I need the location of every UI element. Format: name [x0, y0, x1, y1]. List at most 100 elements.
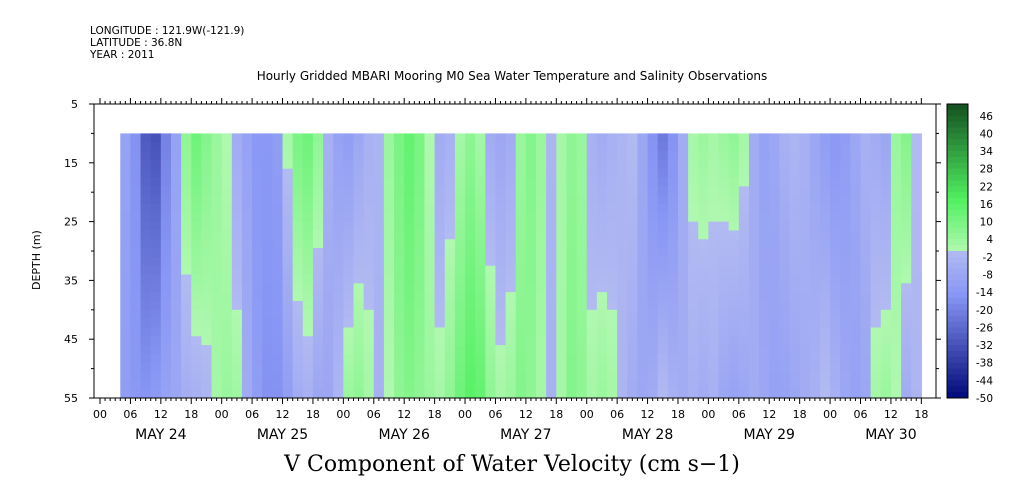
heatmap-cell — [150, 353, 162, 364]
colorbar-swatch — [947, 321, 968, 328]
heatmap-cell — [454, 283, 466, 293]
heatmap-cell — [181, 239, 192, 249]
heatmap-cell — [241, 300, 253, 311]
heatmap-cell — [353, 159, 365, 170]
heatmap-cell — [708, 345, 720, 355]
x-day-label: MAY 27 — [500, 427, 551, 443]
heatmap-cell — [272, 327, 284, 337]
heatmap-cell — [394, 133, 405, 143]
heatmap-cell — [262, 283, 273, 293]
heatmap-cell — [667, 186, 679, 196]
heatmap-cell — [525, 212, 537, 223]
heatmap-cell — [404, 230, 415, 240]
heatmap-cell — [688, 142, 699, 152]
heatmap-cell — [272, 212, 284, 223]
heatmap-cell — [373, 186, 385, 196]
heatmap-cell — [840, 142, 851, 152]
heatmap-cell — [890, 151, 902, 161]
colorbar-swatch — [947, 245, 968, 252]
heatmap-cell — [191, 186, 202, 196]
heatmap-cell — [596, 230, 608, 240]
heatmap-cell — [160, 389, 172, 398]
heatmap-cell — [150, 221, 162, 232]
heatmap-cell — [181, 371, 192, 381]
colorbar-swatch — [947, 327, 968, 334]
heatmap-cell — [333, 283, 344, 293]
heatmap-cell — [546, 168, 557, 179]
heatmap-cell — [759, 230, 770, 240]
heatmap-cell — [231, 168, 243, 179]
heatmap-cell — [191, 274, 202, 284]
heatmap-cell — [130, 362, 142, 373]
heatmap-cell — [566, 265, 578, 276]
heatmap-cell — [759, 256, 770, 267]
heatmap-cell — [657, 133, 669, 143]
heatmap-cell — [434, 195, 446, 205]
heatmap-cell — [201, 142, 213, 152]
heatmap-cell — [312, 274, 324, 284]
heatmap-cell — [515, 380, 527, 390]
heatmap-cell — [302, 256, 314, 267]
heatmap-cell — [657, 380, 669, 390]
heatmap-cell — [566, 239, 578, 249]
heatmap-cell — [748, 265, 760, 276]
heatmap-cell — [363, 327, 375, 337]
heatmap-cell — [160, 336, 172, 346]
heatmap-cell — [414, 265, 426, 276]
heatmap-cell — [394, 380, 405, 390]
x-tick-label: 18 — [428, 408, 442, 421]
heatmap-cell — [150, 186, 162, 196]
heatmap-cell — [819, 248, 831, 258]
heatmap-cell — [373, 327, 385, 337]
heatmap-cell — [211, 159, 223, 170]
heatmap-cell — [789, 353, 801, 364]
heatmap-cell — [708, 159, 720, 170]
heatmap-cell — [708, 151, 720, 161]
heatmap-cell — [667, 256, 679, 267]
heatmap-cell — [880, 168, 892, 179]
heatmap-cell — [282, 318, 294, 329]
heatmap-cell — [819, 151, 831, 161]
heatmap-cell — [759, 203, 770, 214]
colorbar-tick-label: -50 — [976, 393, 993, 405]
heatmap-cell — [272, 256, 284, 267]
heatmap-cell — [840, 336, 851, 346]
heatmap-cell — [262, 353, 273, 364]
heatmap-cell — [698, 380, 709, 390]
heatmap-cell — [434, 300, 446, 311]
heatmap-cell — [201, 353, 213, 364]
heatmap-cell — [759, 177, 770, 187]
heatmap-cell — [566, 336, 578, 346]
heatmap-cell — [343, 168, 355, 179]
heatmap-cell — [617, 371, 628, 381]
heatmap-cell — [911, 300, 922, 311]
heatmap-cell — [272, 151, 284, 161]
heatmap-cell — [607, 177, 618, 187]
heatmap-cell — [728, 309, 740, 320]
heatmap-cell — [819, 380, 831, 390]
heatmap-cell — [637, 177, 649, 187]
heatmap-cell — [404, 151, 415, 161]
heatmap-cell — [262, 265, 273, 276]
heatmap-cell — [333, 239, 344, 249]
heatmap-cell — [728, 265, 740, 276]
heatmap-cell — [333, 336, 344, 346]
heatmap-cell — [475, 203, 486, 214]
heatmap-cell — [465, 380, 476, 390]
heatmap-cell — [241, 248, 253, 258]
heatmap-cell — [333, 159, 344, 170]
heatmap-cell — [434, 283, 446, 293]
heatmap-cell — [160, 203, 172, 214]
heatmap-cell — [160, 371, 172, 381]
heatmap-cell — [536, 230, 547, 240]
heatmap-cell — [241, 221, 253, 232]
heatmap-cell — [799, 142, 811, 152]
heatmap-cell — [394, 283, 405, 293]
heatmap-cell — [465, 327, 476, 337]
heatmap-cell — [211, 195, 223, 205]
latitude-label: LATITUDE : 36.8N — [90, 37, 183, 49]
heatmap-cell — [130, 239, 142, 249]
heatmap-cell — [485, 265, 497, 276]
heatmap-cell — [759, 300, 770, 311]
heatmap-cell — [566, 221, 578, 232]
